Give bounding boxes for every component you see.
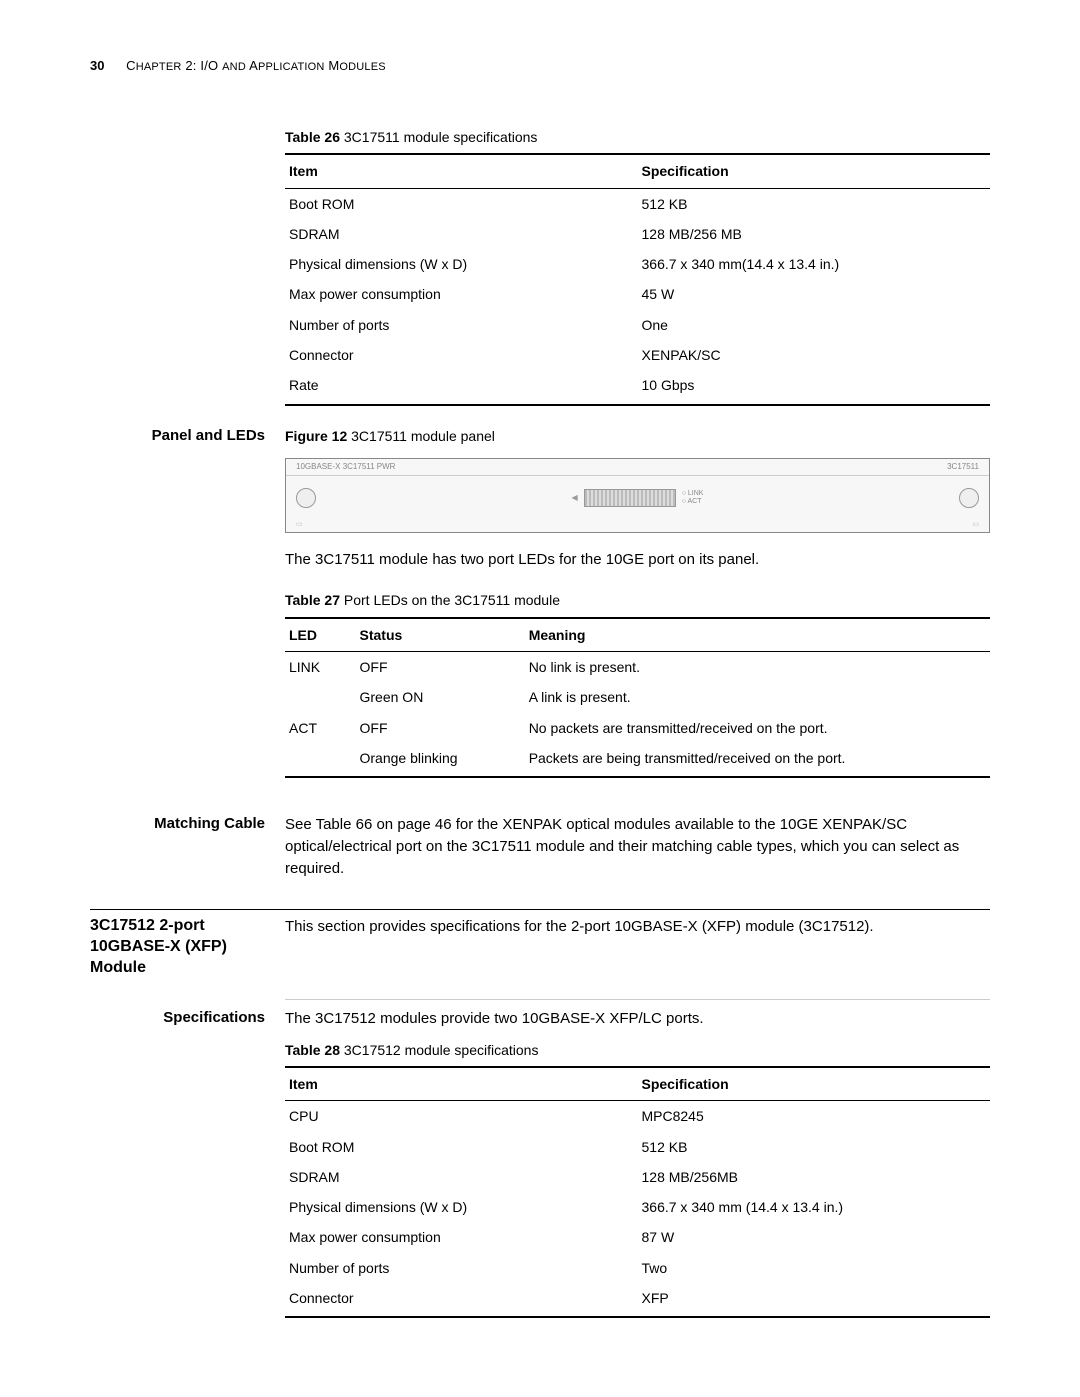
page-header: 30 CHAPTER 2: I/O AND APPLICATION MODULE… [90,58,990,73]
table28-caption: Table 28 3C17512 module specifications [285,1040,990,1060]
table28: Item Specification CPUMPC8245Boot ROM512… [285,1066,990,1318]
table-cell: ACT [285,713,356,743]
table-cell: Green ON [356,682,525,712]
table-row: ConnectorXENPAK/SC [285,340,990,370]
table-row: Number of portsOne [285,310,990,340]
table-cell: SDRAM [285,1162,638,1192]
screw-icon [296,488,316,508]
table-row: Max power consumption45 W [285,279,990,309]
figure12-caption: Figure 12 3C17511 module panel [285,426,990,446]
table-cell: 512 KB [638,188,991,219]
table-cell: 10 Gbps [638,370,991,404]
table-cell: 128 MB/256MB [638,1162,991,1192]
table-row: SDRAM128 MB/256MB [285,1162,990,1192]
table-cell: Connector [285,1283,638,1317]
table-cell: 366.7 x 340 mm(14.4 x 13.4 in.) [638,249,991,279]
section-3c17512-text: This section provides specifications for… [285,916,990,978]
table-cell: Physical dimensions (W x D) [285,1192,638,1222]
page-number: 30 [90,58,104,73]
th-led: LED [285,618,356,652]
table-cell: Two [638,1253,991,1283]
table-cell: No packets are transmitted/received on t… [525,713,990,743]
th-status: Status [356,618,525,652]
chapter-title: CHAPTER 2: I/O AND APPLICATION MODULES [126,58,386,73]
table-cell: Max power consumption [285,1222,638,1252]
specifications-intro: The 3C17512 modules provide two 10GBASE-… [285,1008,990,1030]
table-cell: Orange blinking [356,743,525,777]
panel-strip-right: 3C17511 [947,461,979,473]
table-row: Boot ROM512 KB [285,188,990,219]
th-item: Item [285,154,638,188]
table27: LED Status Meaning LINKOFFNo link is pre… [285,617,990,778]
table-cell: 366.7 x 340 mm (14.4 x 13.4 in.) [638,1192,991,1222]
table-cell: Boot ROM [285,188,638,219]
table-cell: One [638,310,991,340]
panel-strip-left: 10GBASE-X 3C17511 PWR [296,461,395,473]
table-row: Physical dimensions (W x D)366.7 x 340 m… [285,249,990,279]
th-spec: Specification [638,154,991,188]
port-block: ◀ ○ LINK ○ ACT [572,489,704,507]
table-cell: XENPAK/SC [638,340,991,370]
specifications-heading: Specifications [90,1008,285,1318]
screw-icon [959,488,979,508]
table-cell: 512 KB [638,1132,991,1162]
table-cell: Boot ROM [285,1132,638,1162]
table-cell: Number of ports [285,1253,638,1283]
table-row: Orange blinkingPackets are being transmi… [285,743,990,777]
table-cell: Connector [285,340,638,370]
table-cell: 45 W [638,279,991,309]
matching-cable-text: See Table 66 on page 46 for the XENPAK o… [285,814,990,879]
module-panel-figure: 10GBASE-X 3C17511 PWR 3C17511 ◀ ○ LINK ○… [285,458,990,533]
panel-leds-heading: Panel and LEDs [90,426,285,779]
table-cell [285,743,356,777]
table27-caption: Table 27 Port LEDs on the 3C17511 module [285,590,990,610]
table-row: ConnectorXFP [285,1283,990,1317]
table-row: Boot ROM512 KB [285,1132,990,1162]
section-3c17512-heading: 3C17512 2-port 10GBASE-X (XFP) Module [90,916,285,978]
table-cell: No link is present. [525,652,990,683]
table-cell: Physical dimensions (W x D) [285,249,638,279]
xenpak-port-icon [584,489,676,507]
table-cell: Max power consumption [285,279,638,309]
table-cell: 87 W [638,1222,991,1252]
table26: Item Specification Boot ROM512 KBSDRAM12… [285,153,990,405]
table-row: CPUMPC8245 [285,1101,990,1132]
table-row: Green ONA link is present. [285,682,990,712]
table26-caption: Table 26 3C17511 module specifications [285,127,990,147]
matching-cable-heading: Matching Cable [90,814,285,879]
table-cell: LINK [285,652,356,683]
th-item: Item [285,1067,638,1101]
table-cell [285,682,356,712]
panel-description: The 3C17511 module has two port LEDs for… [285,549,990,571]
table-cell: OFF [356,652,525,683]
th-meaning: Meaning [525,618,990,652]
table-row: Max power consumption87 W [285,1222,990,1252]
table-cell: A link is present. [525,682,990,712]
table-cell: CPU [285,1101,638,1132]
table-cell: OFF [356,713,525,743]
table-cell: Rate [285,370,638,404]
table-cell: XFP [638,1283,991,1317]
table-cell: 128 MB/256 MB [638,219,991,249]
table-cell: MPC8245 [638,1101,991,1132]
table-row: Number of portsTwo [285,1253,990,1283]
table-row: SDRAM128 MB/256 MB [285,219,990,249]
table-row: Rate10 Gbps [285,370,990,404]
table-row: LINKOFFNo link is present. [285,652,990,683]
th-spec: Specification [638,1067,991,1101]
table-cell: Packets are being transmitted/received o… [525,743,990,777]
table-cell: SDRAM [285,219,638,249]
table-row: ACTOFFNo packets are transmitted/receive… [285,713,990,743]
table-cell: Number of ports [285,310,638,340]
table-row: Physical dimensions (W x D)366.7 x 340 m… [285,1192,990,1222]
